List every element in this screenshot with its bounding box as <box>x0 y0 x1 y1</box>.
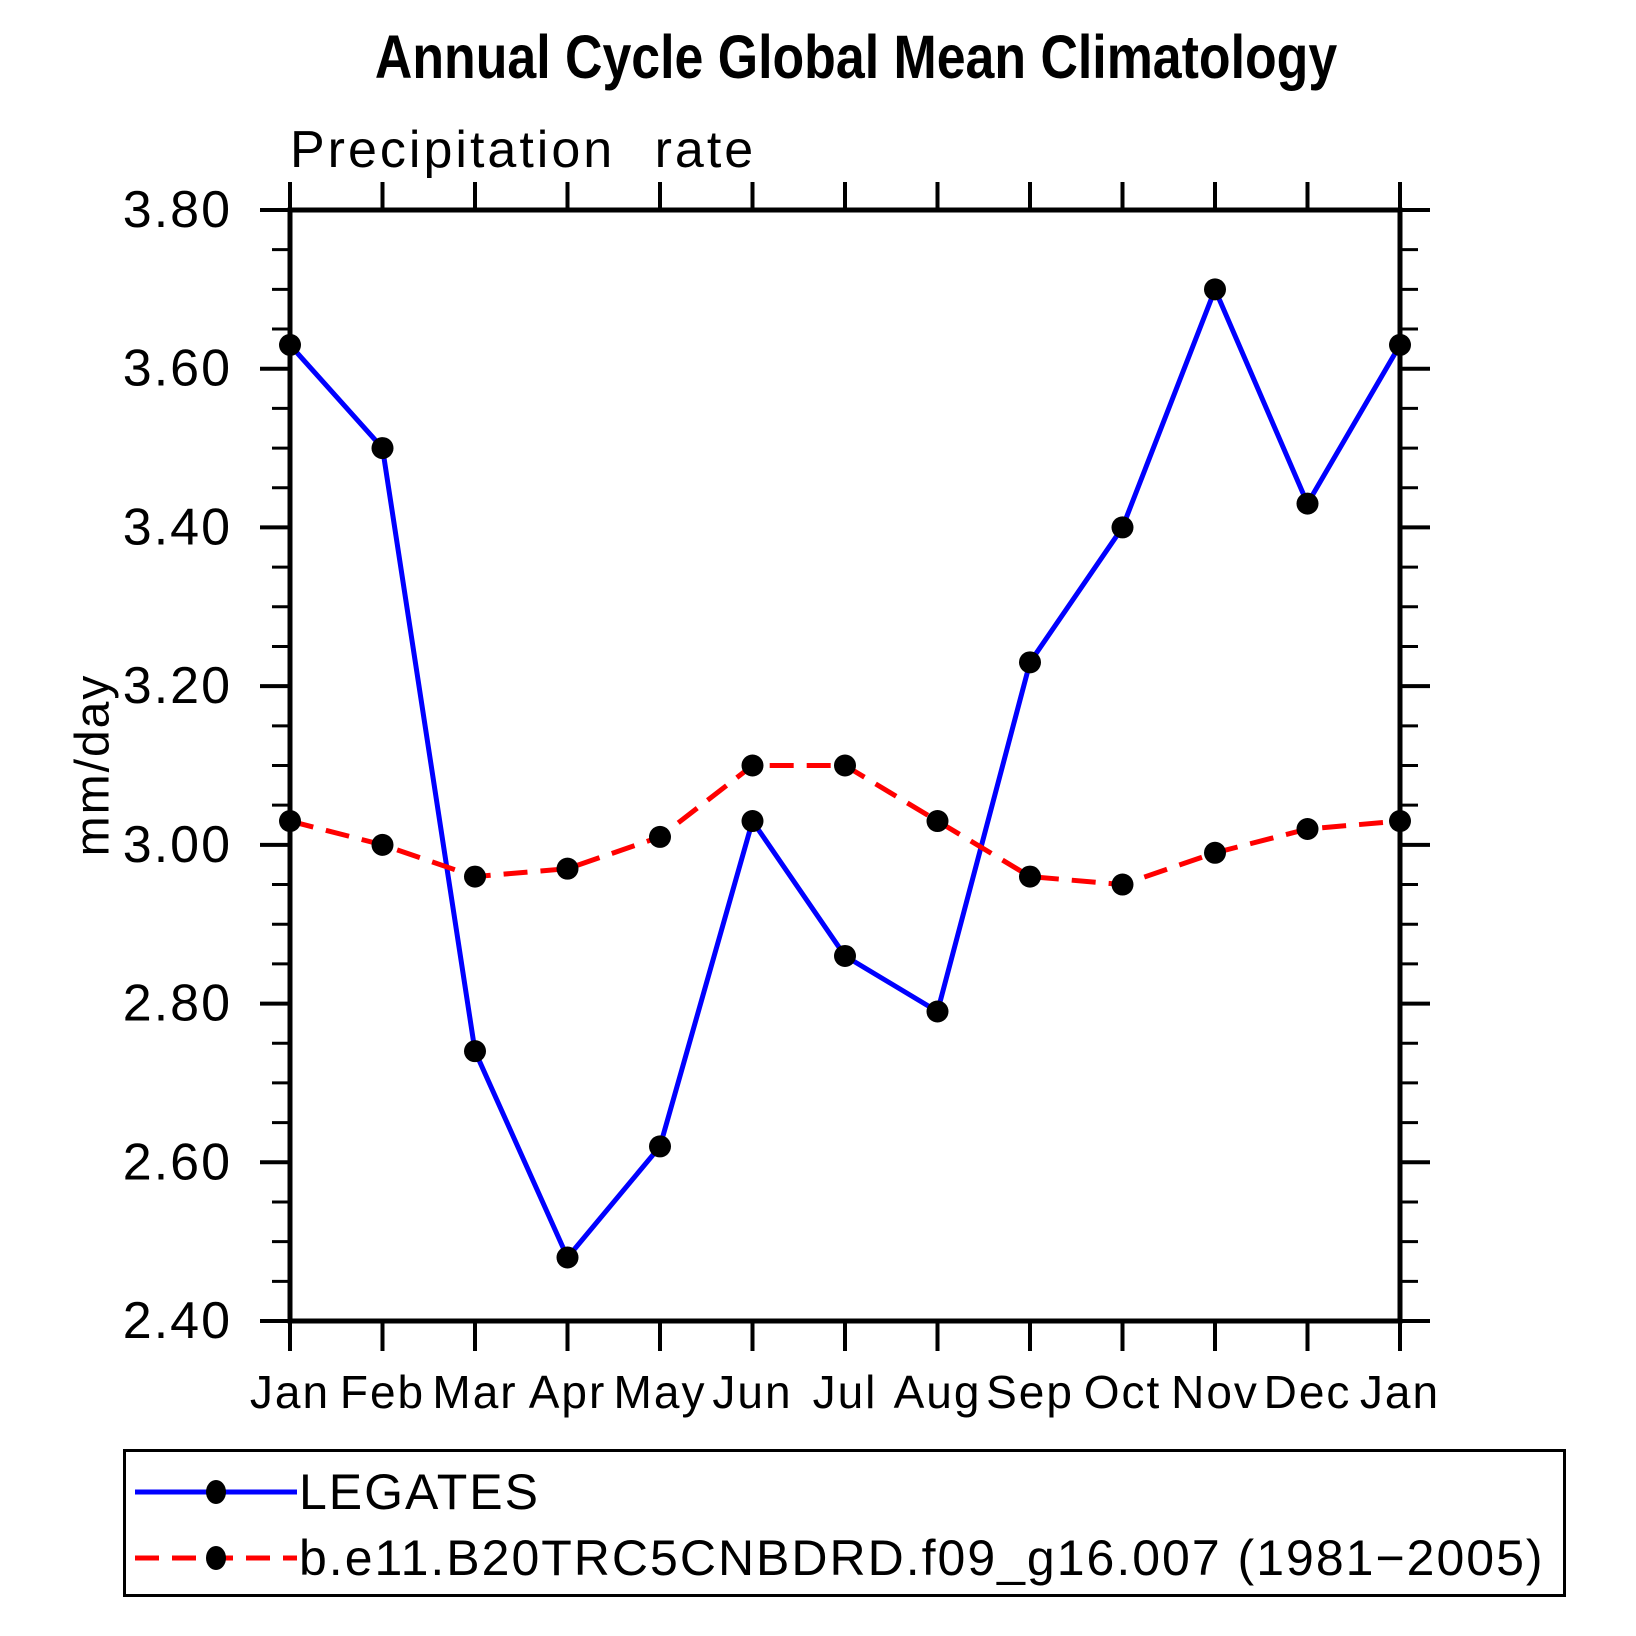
x-tick-label: Jan <box>250 1366 330 1418</box>
x-tick-label: May <box>614 1366 707 1418</box>
x-tick-label: Jan <box>1360 1366 1440 1418</box>
series-point-1 <box>1389 810 1411 833</box>
x-tick-label: Sep <box>986 1366 1074 1418</box>
series-point-0 <box>556 1246 579 1269</box>
series-point-0 <box>741 810 764 833</box>
series-point-1 <box>926 810 949 833</box>
series-point-0 <box>1389 333 1411 356</box>
y-tick-label: 2.60 <box>123 1133 232 1191</box>
series-point-1 <box>464 865 486 888</box>
x-tick-label: Apr <box>529 1366 607 1418</box>
series-point-0 <box>279 333 301 356</box>
y-tick-label: 3.20 <box>123 657 232 715</box>
x-tick-label: Jul <box>813 1366 878 1418</box>
legend-row-legates: LEGATES <box>133 1462 540 1522</box>
series-point-1 <box>556 857 579 880</box>
x-tick-label: Oct <box>1084 1366 1162 1418</box>
legend-label-legates: LEGATES <box>299 1464 540 1520</box>
series-line-1 <box>289 763 1401 888</box>
series-point-0 <box>1111 516 1134 539</box>
series-point-0 <box>1019 651 1041 674</box>
series-point-0 <box>1296 492 1319 515</box>
series-point-1 <box>741 754 764 777</box>
x-tick-label: Aug <box>894 1366 982 1418</box>
series-point-1 <box>1019 865 1041 888</box>
series-point-1 <box>1204 841 1226 864</box>
x-tick-label: Mar <box>432 1366 517 1418</box>
x-tick-label: Feb <box>340 1366 425 1418</box>
legend-sample-1 <box>135 1546 297 1570</box>
page-subtitle: Precipitation rate <box>290 121 757 179</box>
series-point-0 <box>649 1135 671 1158</box>
series-point-1 <box>834 754 856 777</box>
y-tick-label: 2.40 <box>123 1292 232 1350</box>
y-tick-label: 3.00 <box>123 816 232 874</box>
x-tick-label: Nov <box>1171 1366 1259 1418</box>
series-point-0 <box>834 944 856 967</box>
legend-sample-marker <box>206 1546 226 1570</box>
page-title: Annual Cycle Global Mean Climatology <box>290 22 1400 92</box>
plot-frame <box>287 207 1403 1324</box>
y-tick-label: 2.80 <box>123 975 232 1033</box>
legend-label-model: b.e11.B20TRC5CNBDRD.f09_g16.007 (1981−20… <box>299 1530 1545 1586</box>
y-tick-label: 3.60 <box>123 340 232 398</box>
y-tick-label: 3.80 <box>123 181 232 239</box>
x-tick-label: Jun <box>712 1366 792 1418</box>
series-point-0 <box>464 1040 486 1063</box>
series-point-1 <box>1111 873 1134 896</box>
series-point-1 <box>1296 817 1319 840</box>
series-point-1 <box>649 825 671 848</box>
legend-sample-0 <box>135 1480 297 1504</box>
x-tick-label: Dec <box>1264 1366 1352 1418</box>
series-point-0 <box>1204 278 1226 301</box>
series-point-1 <box>279 810 301 833</box>
legend-row-model: b.e11.B20TRC5CNBDRD.f09_g16.007 (1981−20… <box>133 1528 1545 1588</box>
series-point-1 <box>371 833 394 856</box>
series-point-0 <box>371 437 394 460</box>
series-point-0 <box>926 1000 949 1023</box>
legend-box: LEGATES b.e11.B20TRC5CNBDRD.f09_g16.007 … <box>123 1449 1566 1597</box>
page-title-text: Annual Cycle Global Mean Climatology <box>374 23 1338 91</box>
y-tick-label: 3.40 <box>123 498 232 556</box>
legend-sample-marker <box>206 1480 226 1504</box>
